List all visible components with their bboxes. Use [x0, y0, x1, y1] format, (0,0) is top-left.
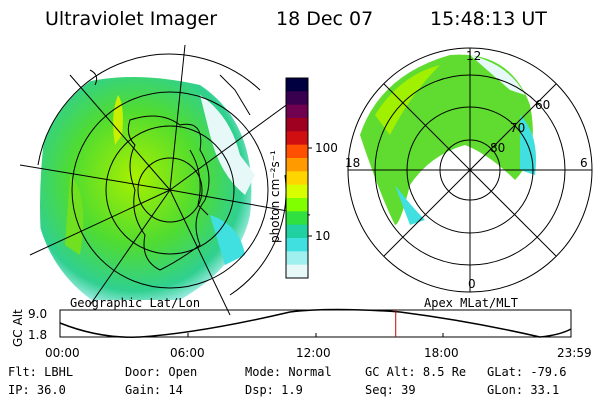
alt-ytick-low: 1.8 [28, 328, 47, 342]
colorbar: 100 10 photon cm⁻²s⁻¹ [268, 77, 338, 279]
mlat-label-70: 70 [510, 121, 525, 135]
alt-xtick-1800: 18:00 [424, 346, 459, 360]
info-ip: IP: 36.0 [8, 383, 66, 397]
instrument-title: Ultraviolet Imager [45, 8, 218, 30]
time-label: 15:48:13 UT [430, 8, 547, 30]
colorbar-band [286, 224, 308, 239]
colorbar-band [286, 171, 308, 186]
colorbar-band [286, 144, 308, 159]
altitude-timeline: GC Alt 9.0 1.8 00:00 06:00 12:00 18:00 2… [11, 307, 592, 360]
colorbar-band [286, 264, 308, 279]
info-flt: Flt: LBHL [8, 365, 74, 379]
date-label: 18 Dec 07 [276, 8, 374, 30]
colorbar-tick-10: 10 [315, 229, 330, 243]
mlt-label-0: 0 [468, 277, 476, 291]
geographic-map [19, 44, 311, 316]
info-glat: GLat: -79.6 [487, 365, 567, 379]
colorbar-unit-label: photon cm⁻²s⁻¹ [268, 150, 282, 243]
mlat-label-80: 80 [490, 141, 505, 155]
colorbar-band [286, 158, 308, 172]
colorbar-band [286, 198, 308, 212]
mlat-label-60: 60 [535, 98, 550, 112]
colorbar-band [286, 118, 308, 132]
colorbar-band [286, 78, 308, 92]
altitude-curve [59, 308, 572, 338]
info-mode: Mode: Normal [245, 365, 332, 379]
alt-xtick-0000: 00:00 [45, 346, 80, 360]
colorbar-band [286, 184, 308, 199]
info-glon: GLon: 33.1 [487, 383, 560, 397]
info-gain: Gain: 14 [125, 383, 183, 397]
mlt-label-12: 12 [466, 49, 481, 63]
alt-ylabel: GC Alt [11, 309, 25, 347]
colorbar-band [286, 211, 308, 226]
colorbar-band [286, 104, 308, 119]
info-door: Door: Open [125, 365, 198, 379]
geographic-caption: Geographic Lat/Lon [70, 296, 201, 310]
mlat-mlt-map: 12 18 6 0 60 70 80 [345, 47, 593, 293]
info-gc-alt: GC Alt: 8.5 Re [365, 365, 467, 379]
info-seq: Seq: 39 [365, 383, 416, 397]
colorbar-band [286, 251, 308, 266]
colorbar-tick-100: 100 [315, 141, 338, 155]
colorbar-band [286, 131, 308, 146]
colorbar-band [286, 91, 308, 106]
alt-xtick-1200: 12:00 [296, 346, 331, 360]
apex-caption: Apex MLat/MLT [424, 296, 518, 310]
alt-xtick-2359: 23:59 [557, 346, 592, 360]
mlt-label-18: 18 [345, 156, 360, 170]
colorbar-band [286, 238, 308, 252]
alt-x-ticks [187, 333, 444, 337]
alt-xtick-0600: 06:00 [170, 346, 205, 360]
mlt-label-6: 6 [580, 156, 588, 170]
info-dsp: Dsp: 1.9 [245, 383, 303, 397]
alt-ytick-high: 9.0 [28, 307, 47, 321]
